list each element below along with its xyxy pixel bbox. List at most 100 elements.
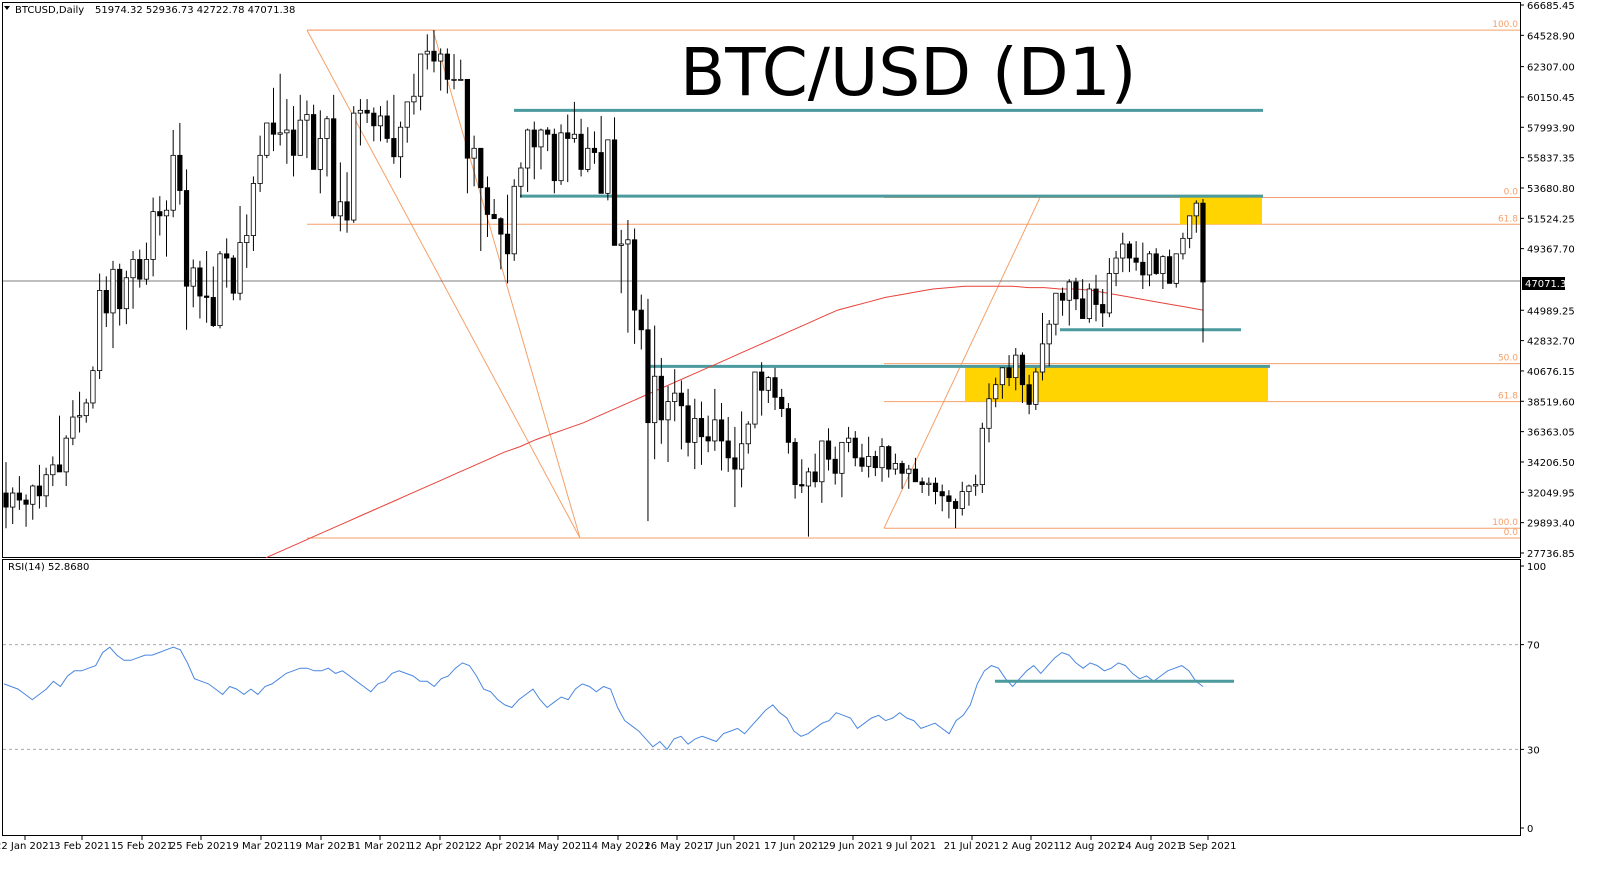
candle xyxy=(384,100,390,143)
bear-candle-body xyxy=(725,440,731,459)
bear-candle-body xyxy=(183,190,190,287)
candle xyxy=(183,169,190,330)
candle xyxy=(464,78,471,194)
date-tick-label: 9 Jul 2021 xyxy=(886,841,936,852)
bull-candle-body xyxy=(471,147,477,159)
candle xyxy=(377,106,384,142)
candle xyxy=(1180,232,1186,260)
fib2-label-0: 0.0 xyxy=(1504,188,1519,198)
candle xyxy=(23,494,29,527)
candle xyxy=(959,481,965,516)
bear-candle-body xyxy=(912,468,919,483)
candle xyxy=(631,228,638,344)
bear-candle-body xyxy=(946,495,952,502)
bear-candle-body xyxy=(311,114,317,170)
bear-candle-body xyxy=(1200,202,1206,283)
candle xyxy=(605,139,611,201)
bear-candle-body xyxy=(344,201,350,221)
bull-candle-body xyxy=(304,114,310,121)
candle xyxy=(30,484,36,520)
bull-candle-body xyxy=(999,367,1005,386)
bear-candle-body xyxy=(578,133,584,170)
current-price-badge xyxy=(1522,277,1565,290)
candle xyxy=(932,477,939,505)
candle xyxy=(665,386,671,463)
bear-candle-body xyxy=(658,375,664,421)
bull-candle-body xyxy=(652,375,658,424)
date-tick-label: 9 Mar 2021 xyxy=(232,841,289,852)
rsi-line xyxy=(3,646,1204,751)
bull-candle-body xyxy=(404,101,410,128)
candle xyxy=(1140,242,1146,290)
candle xyxy=(618,229,624,294)
candle xyxy=(250,176,257,252)
candle xyxy=(718,402,725,471)
date-tick-label: 25 Feb 2021 xyxy=(170,841,232,852)
bear-candle-body xyxy=(899,463,905,474)
candle xyxy=(190,259,196,308)
candle xyxy=(290,106,297,177)
candle xyxy=(999,367,1005,399)
rsi-tick-label: 100 xyxy=(1527,562,1546,573)
candle xyxy=(779,388,785,418)
candle xyxy=(1026,374,1032,415)
bear-candle-body xyxy=(444,53,450,80)
bull-candle-body xyxy=(43,474,49,497)
date-tick-label: 22 Apr 2021 xyxy=(469,841,531,852)
candle xyxy=(825,428,832,471)
highlight-zone-1 xyxy=(1180,197,1262,225)
candle xyxy=(1046,319,1052,367)
bear-candle-body xyxy=(204,295,210,298)
candle xyxy=(578,118,584,177)
bull-candle-body xyxy=(819,440,825,483)
bear-candle-body xyxy=(598,152,604,194)
bull-candle-body xyxy=(458,78,464,81)
candle xyxy=(1059,287,1066,316)
candle xyxy=(879,438,885,482)
candle xyxy=(1166,249,1173,284)
bear-candle-body xyxy=(177,154,183,191)
fib2-label-618-top: 61.8 xyxy=(1498,214,1518,224)
price-tick-label: 51524.25 xyxy=(1527,214,1575,225)
bear-candle-body xyxy=(919,481,925,485)
candle xyxy=(1073,277,1079,311)
bull-candle-body xyxy=(1173,253,1179,284)
rsi-header-label: RSI(14) 52.8680 xyxy=(8,562,89,573)
date-tick-label: 7 Jun 2021 xyxy=(707,841,761,852)
candle xyxy=(237,205,243,301)
candle xyxy=(1126,241,1133,273)
bear-candle-body xyxy=(685,405,691,443)
bear-candle-body xyxy=(103,290,109,314)
rsi-panel-frame xyxy=(2,559,1521,836)
candle xyxy=(210,266,216,327)
bull-candle-body xyxy=(979,427,985,485)
bear-candle-body xyxy=(384,115,390,139)
candle xyxy=(732,426,738,508)
candle xyxy=(1093,274,1099,322)
bull-candle-body xyxy=(50,464,56,476)
bear-candle-body xyxy=(952,501,959,509)
price-tick-label: 40676.15 xyxy=(1527,367,1575,378)
bull-candle-body xyxy=(411,95,417,103)
bull-candle-body xyxy=(1160,256,1166,274)
bull-candle-body xyxy=(257,154,263,184)
price-tick-label: 29893.40 xyxy=(1527,519,1575,530)
bull-candle-body xyxy=(377,115,384,127)
candle xyxy=(645,298,651,522)
bull-candle-body xyxy=(986,398,992,429)
bull-candle-body xyxy=(337,201,343,217)
collapse-triangle-icon[interactable] xyxy=(4,6,10,10)
bull-candle-body xyxy=(1053,292,1059,325)
bear-candle-body xyxy=(224,253,230,259)
bear-candle-body xyxy=(779,396,785,409)
price-tick-label: 44989.25 xyxy=(1527,306,1575,317)
bear-candle-body xyxy=(504,233,511,255)
bull-candle-body xyxy=(966,485,972,493)
candle xyxy=(899,460,905,489)
bull-candle-body xyxy=(672,392,678,402)
candle xyxy=(598,115,604,194)
bear-candle-body xyxy=(210,297,216,326)
candle xyxy=(986,383,992,443)
candle xyxy=(638,294,644,350)
candle xyxy=(565,114,571,183)
